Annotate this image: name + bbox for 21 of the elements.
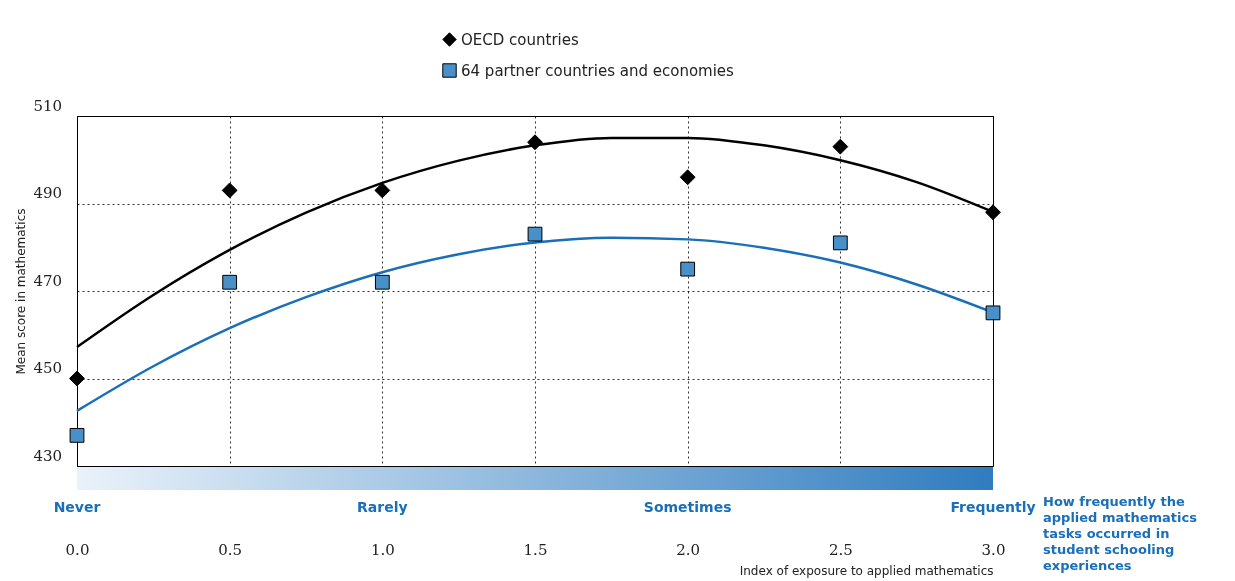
x-axis-title: Index of exposure to applied mathematics — [739, 563, 994, 578]
x-tick-label: 2.5 — [828, 540, 853, 559]
y-tick-label: 470 — [33, 271, 63, 290]
y-axis-title: Mean score in mathematics — [13, 208, 28, 375]
text: Rarely — [357, 499, 408, 515]
legend-label: 64 partner countries and economies — [461, 61, 735, 80]
y-tick-label: 490 — [33, 184, 63, 202]
text: Sometimes — [643, 499, 732, 515]
text: Never — [53, 499, 101, 515]
y-tick-label: 430 — [33, 446, 63, 465]
x-tick-label: 3.0 — [981, 540, 1006, 559]
x-tick-label: 1.0 — [370, 540, 395, 559]
x-tick-label: 2.0 — [676, 540, 701, 559]
x-tick-label: 0.0 — [65, 540, 90, 559]
x-tick-label: 0.5 — [218, 540, 243, 559]
x-tick-label: 1.5 — [523, 540, 548, 559]
text: Frequently — [950, 499, 1036, 515]
legend-label: OECD countries — [461, 30, 579, 49]
y-tick-label: 450 — [33, 359, 63, 377]
text: How frequently the applied mathematics tasks occurred in student schooling experiences — [1043, 494, 1198, 574]
y-tick-label: 510 — [33, 96, 63, 115]
